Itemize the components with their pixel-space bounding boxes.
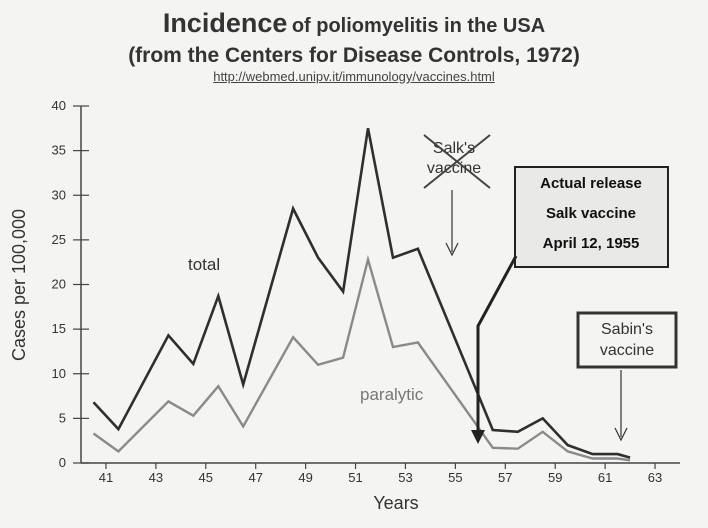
title-main: Incidence [162, 8, 288, 38]
x-tick-label: 41 [99, 470, 113, 485]
sabin-line1: Sabin's [601, 321, 653, 338]
y-tick-label: 30 [52, 187, 66, 202]
cross-out-mark [423, 134, 491, 189]
x-tick-label: 49 [298, 470, 312, 485]
salk-annotation-line2: vaccine [427, 160, 481, 177]
y-ticks: 0 5 10 15 20 25 30 35 40 [52, 98, 89, 470]
chart-title: Incidence of poliomyelitis in the USA [0, 8, 708, 43]
chart-subtitle: (from the Centers for Disease Controls, … [128, 44, 580, 67]
series-layer [92, 128, 631, 462]
title-main-rest: of poliomyelitis in the USA [291, 15, 546, 37]
salk-annotation-line1: Salk's [433, 140, 475, 157]
sabin-box [576, 311, 678, 369]
sabin-line2: vaccine [600, 342, 654, 359]
salk-down-arrow [445, 190, 459, 257]
x-axis-title: Years [373, 493, 418, 513]
chart-title-block: Incidence of poliomyelitis in the USA (f… [0, 8, 708, 85]
y-tick-label: 25 [52, 232, 66, 247]
x-tick-label: 59 [548, 470, 562, 485]
sabin-down-arrow [614, 370, 628, 442]
release-arrow [471, 255, 518, 444]
x-tick-label: 45 [199, 470, 213, 485]
y-tick-label: 10 [52, 366, 66, 381]
source-url: http://webmed.unipv.it/immunology/vaccin… [213, 69, 495, 84]
x-tick-label: 43 [149, 470, 163, 485]
y-axis-title: Cases per 100,000 [9, 209, 29, 361]
series-label-total: total [188, 255, 220, 274]
x-tick-label: 53 [398, 470, 412, 485]
y-tick-label: 35 [52, 143, 66, 158]
x-tick-label: 55 [448, 470, 462, 485]
y-tick-label: 5 [59, 410, 66, 425]
series-line-paralytic [92, 254, 631, 462]
x-tick-label: 51 [348, 470, 362, 485]
release-line1: Actual release [540, 175, 642, 192]
y-tick-label: 15 [52, 321, 66, 336]
release-line2: Salk vaccine [546, 205, 636, 222]
series-label-paralytic: paralytic [360, 385, 424, 404]
y-tick-label: 40 [52, 98, 66, 113]
release-line3: April 12, 1955 [543, 235, 640, 252]
x-tick-label: 47 [248, 470, 262, 485]
x-tick-label: 61 [598, 470, 612, 485]
release-box [514, 166, 669, 268]
series-line-total [92, 128, 631, 459]
x-tick-label: 57 [498, 470, 512, 485]
y-tick-label: 20 [52, 277, 66, 292]
y-tick-label: 0 [59, 455, 66, 470]
x-tick-label: 63 [648, 470, 662, 485]
x-ticks: 41 43 45 47 49 51 53 55 57 59 61 63 [99, 463, 662, 485]
